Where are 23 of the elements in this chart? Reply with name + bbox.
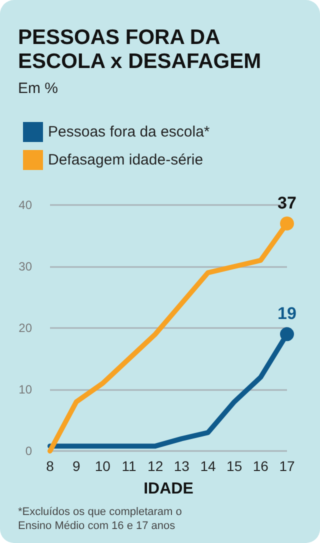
y-tick-label: 10 [18, 382, 32, 396]
x-tick-label: 11 [122, 458, 136, 474]
x-tick-label: 15 [226, 458, 242, 474]
y-tick-label: 20 [18, 321, 32, 335]
x-tick-label: 9 [72, 458, 80, 474]
legend-label: Pessoas fora da escola* [48, 124, 210, 140]
x-tick-label: 14 [200, 458, 216, 474]
text: *Excluídos os que completaram o Ensino Médio com 16 e 17 anos [18, 505, 183, 533]
legend-label: Defasagem idade-série [48, 152, 204, 168]
chart-subtitle: Em % [18, 80, 58, 97]
x-tick-label: 17 [279, 458, 295, 474]
x-axis-title: IDADE [144, 480, 194, 498]
x-tick-label: 13 [174, 458, 190, 474]
x-tick-label: 8 [46, 458, 54, 474]
data-label: 19 [278, 304, 296, 324]
y-tick-label: 40 [18, 198, 32, 212]
y-tick-label: 0 [25, 444, 32, 458]
x-tick-label: 16 [252, 458, 269, 474]
x-tick-label: 10 [94, 458, 111, 474]
x-tick-label: 12 [148, 458, 164, 474]
y-tick-label: 30 [18, 260, 32, 274]
data-label: 37 [278, 193, 296, 212]
chart-title: PESSOAS FORA DA ESCOLA x DESAFAGEM [18, 26, 262, 74]
